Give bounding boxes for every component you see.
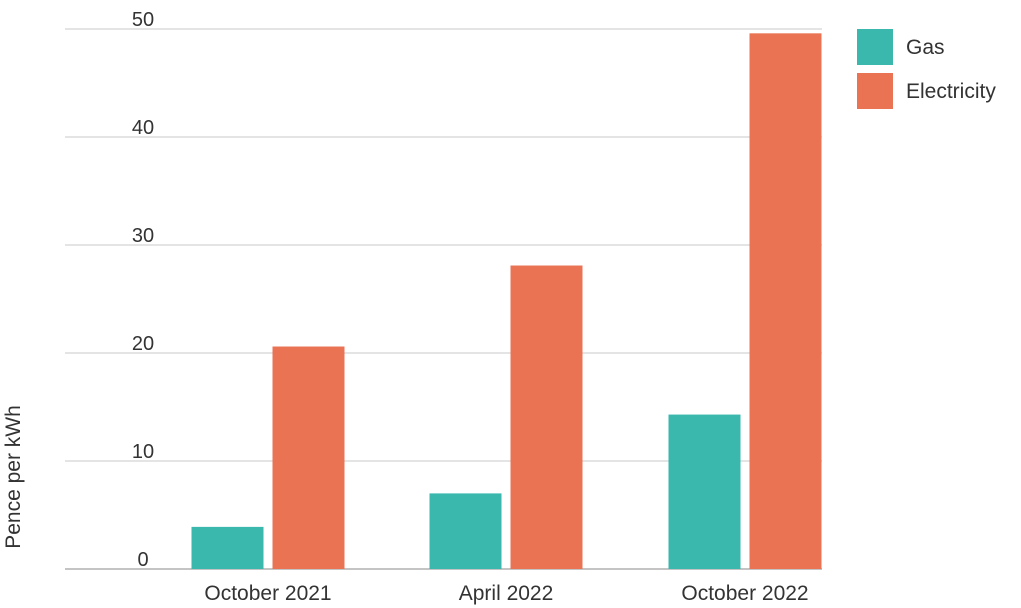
y-tick-label: 20 bbox=[132, 333, 154, 355]
y-tick-label: 50 bbox=[132, 9, 154, 31]
legend-swatch-gas bbox=[857, 29, 893, 65]
legend-label-electricity: Electricity bbox=[906, 80, 996, 103]
bar-gas-1 bbox=[191, 526, 264, 569]
x-tick-label: October 2021 bbox=[204, 582, 331, 605]
y-tick-label: 0 bbox=[137, 549, 148, 571]
x-tick-label: April 2022 bbox=[459, 582, 554, 605]
bar-gas-2 bbox=[429, 493, 502, 569]
y-tick-label: 30 bbox=[132, 225, 154, 247]
bar-electricity-2 bbox=[510, 265, 583, 569]
y-tick-label: 10 bbox=[132, 441, 154, 463]
bars bbox=[191, 33, 822, 569]
bar-electricity-3 bbox=[749, 33, 822, 569]
bar-gas-3 bbox=[668, 414, 741, 569]
legend: Gas Electricity bbox=[857, 29, 996, 109]
y-tick-label: 40 bbox=[132, 117, 154, 139]
x-tick-label: October 2022 bbox=[681, 582, 808, 605]
x-tick-labels: October 2021 April 2022 October 2022 bbox=[204, 582, 808, 605]
bar-electricity-1 bbox=[272, 346, 345, 569]
legend-label-gas: Gas bbox=[906, 36, 945, 59]
y-axis-title: Pence per kWh bbox=[2, 405, 25, 549]
y-tick-labels: 0 10 20 30 40 50 bbox=[132, 9, 154, 571]
legend-swatch-electricity bbox=[857, 73, 893, 109]
